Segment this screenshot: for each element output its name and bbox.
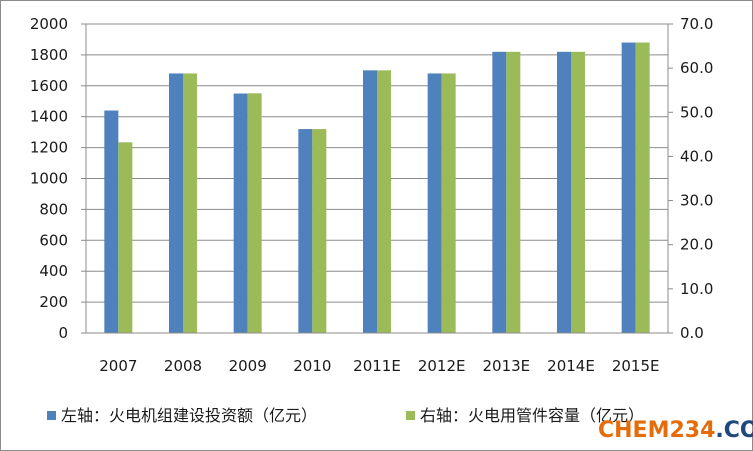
legend-swatch-series-2 (406, 411, 415, 420)
bar-series-1-2015E (621, 42, 636, 333)
left-tick-label: 1400 (30, 108, 68, 126)
bars (104, 42, 650, 334)
watermark-part-b: .COM (715, 418, 753, 443)
bar-series-1-2009 (233, 93, 248, 334)
left-tick-label: 1200 (30, 139, 68, 157)
bar-series-1-2008 (169, 73, 183, 333)
watermark-part-a: CHEM234 (598, 418, 715, 443)
bar-series-1-2012E (427, 73, 442, 333)
axes (81, 23, 673, 334)
left-tick-label: 1600 (30, 77, 68, 95)
bar-series-2-2013E (506, 51, 521, 334)
legend-swatch-series-1 (47, 411, 56, 420)
right-tick-label: 60.0 (680, 59, 713, 77)
x-tick-label: 2008 (164, 357, 202, 375)
right-tick-label: 50.0 (680, 103, 713, 121)
bar-series-2-2010 (312, 129, 327, 333)
right-tick-label: 40.0 (680, 147, 713, 165)
x-tick-label: 2012E (418, 357, 466, 375)
legend: 左轴：火电机组建设投资额（亿元） 右轴：火电用管件容量（亿元） (47, 406, 644, 425)
x-tick-label: 2009 (229, 357, 267, 375)
left-tick-label: 600 (39, 231, 68, 249)
bar-series-1-2010 (298, 129, 313, 333)
x-axis-ticks: 2007 2008 2009 2010 2011E 2012E 2013E 2014E 2015… (99, 357, 659, 375)
x-tick-label: 2014E (547, 357, 595, 375)
watermark: CHEM234.COM (598, 418, 753, 443)
left-tick-label: 2000 (30, 15, 68, 33)
bar-series-1-2013E (492, 51, 507, 334)
x-tick-label: 2007 (99, 357, 137, 375)
left-axis-ticks: 0 200 400 600 800 1000 1200 1400 1600 1800 2000 (30, 15, 68, 342)
left-tick-label: 1800 (30, 46, 68, 64)
bar-series-1-2011E (363, 70, 377, 333)
bar-series-2-2015E (635, 42, 650, 333)
x-tick-label: 2011E (353, 357, 401, 375)
legend-label-series-2: 右轴：火电用管件容量（亿元） (420, 406, 644, 425)
x-tick-label: 2015E (612, 357, 660, 375)
bar-series-2-2007 (118, 142, 133, 333)
left-tick-label: 200 (39, 293, 68, 311)
bar-series-2-2008 (183, 73, 197, 333)
left-tick-label: 0 (58, 324, 68, 342)
bar-series-2-2014E (571, 51, 585, 334)
bar-series-2-2009 (247, 93, 262, 333)
left-tick-label: 400 (39, 262, 68, 280)
left-tick-label: 800 (39, 200, 68, 218)
svg-text:CHEM234.COM: CHEM234.COM (598, 418, 753, 443)
right-tick-label: 0.0 (680, 324, 704, 342)
right-axis-ticks: 0.0 10.0 20.0 30.0 40.0 50.0 60.0 70.0 (680, 15, 713, 342)
right-tick-label: 20.0 (680, 236, 713, 254)
right-tick-label: 10.0 (680, 280, 713, 298)
x-tick-label: 2010 (293, 357, 331, 375)
bar-series-2-2011E (377, 70, 391, 333)
bar-series-1-2014E (557, 51, 571, 334)
bar-series-1-2007 (104, 110, 119, 334)
x-tick-label: 2013E (483, 357, 531, 375)
right-tick-label: 30.0 (680, 192, 713, 210)
right-tick-label: 70.0 (680, 15, 713, 33)
left-tick-label: 1000 (30, 170, 68, 188)
bar-series-2-2012E (441, 73, 456, 333)
legend-label-series-1: 左轴：火电机组建设投资额（亿元） (61, 406, 317, 425)
